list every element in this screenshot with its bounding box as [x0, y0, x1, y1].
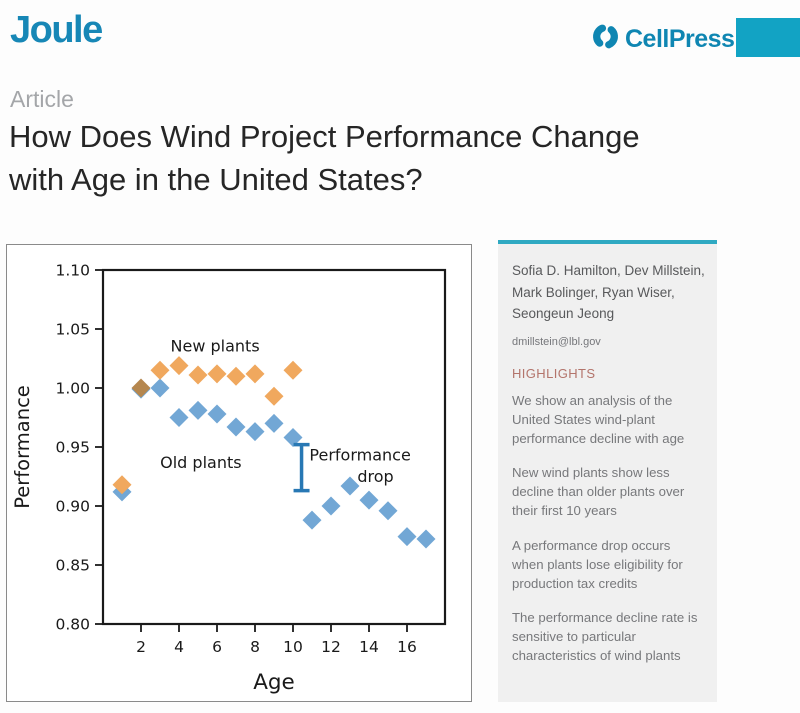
svg-text:1.05: 1.05	[55, 321, 90, 339]
series-label: Old plants	[160, 453, 241, 472]
data-point-diamond	[169, 356, 189, 376]
data-point-diamond	[340, 476, 360, 496]
highlight-item: We show an analysis of the United States…	[512, 392, 685, 447]
svg-text:0.85: 0.85	[55, 557, 90, 575]
cellpress-logo: CellPress	[592, 23, 735, 55]
svg-text:0.80: 0.80	[55, 616, 90, 634]
article-title: How Does Wind Project Performance Change…	[9, 116, 779, 202]
corner-color-block	[736, 18, 800, 57]
article-title-line2: with Age in the United States?	[9, 161, 423, 197]
graphical-abstract-panel: 0.80 0.85 0.90 0.95 1.00 1.05 1.10 2 4 6 8 10 12 14 16…	[6, 244, 472, 702]
data-point-diamond	[150, 378, 170, 398]
svg-text:Age: Age	[253, 670, 295, 695]
data-point-diamond	[397, 527, 417, 547]
data-point-diamond	[416, 529, 436, 549]
series-new-plants	[112, 356, 303, 495]
performance-drop-annotation: Performance drop	[293, 442, 411, 493]
highlight-item: A performance drop occurs when plants lo…	[512, 537, 683, 591]
data-point-diamond	[207, 364, 227, 384]
svg-text:0.90: 0.90	[55, 498, 90, 516]
svg-text:0.95: 0.95	[55, 439, 90, 457]
svg-text:16: 16	[397, 638, 417, 656]
article-info-sidebar: Sofia D. Hamilton, Dev Millstein, Mark B…	[498, 240, 717, 702]
cellpress-swirl-icon	[592, 23, 619, 55]
performance-chart-svg: 0.80 0.85 0.90 0.95 1.00 1.05 1.10 2 4 6 8 10 12 14 16…	[11, 262, 447, 695]
svg-text:1.10: 1.10	[55, 262, 90, 280]
article-kicker: Article	[10, 86, 74, 112]
data-point-diamond	[226, 417, 246, 437]
data-point-diamond	[245, 422, 265, 442]
data-point-diamond	[112, 475, 132, 495]
highlight-item: New wind plants show less decline than o…	[512, 465, 685, 519]
svg-text:4: 4	[174, 638, 184, 656]
article-title-line1: How Does Wind Project Performance Change	[9, 119, 640, 154]
annotation-text: drop	[357, 467, 393, 486]
data-point-diamond	[169, 408, 189, 427]
data-point-diamond	[207, 404, 227, 424]
svg-text:12: 12	[321, 638, 341, 656]
data-point-diamond	[264, 413, 284, 433]
highlights-heading: HIGHLIGHTS	[512, 365, 596, 381]
chart-axes: 0.80 0.85 0.90 0.95 1.00 1.05 1.10 2 4 6 8 10 12 14 16…	[11, 262, 447, 695]
data-point-diamond	[245, 364, 265, 384]
svg-text:14: 14	[359, 638, 379, 656]
data-point-diamond	[283, 360, 303, 380]
series-label: New plants	[171, 336, 260, 355]
svg-text:8: 8	[250, 638, 260, 656]
svg-text:Performance: Performance	[11, 385, 34, 509]
data-point-diamond	[226, 366, 246, 386]
highlight-item: The performance decline rate is sensitiv…	[512, 610, 698, 664]
author-list: Sofia D. Hamilton, Dev Millstein, Mark B…	[512, 263, 705, 322]
svg-text:1.00: 1.00	[55, 380, 90, 398]
data-point-diamond	[131, 378, 151, 398]
data-point-diamond	[321, 496, 341, 516]
data-point-diamond	[283, 428, 303, 448]
data-point-diamond	[302, 510, 322, 530]
data-point-diamond	[188, 365, 208, 385]
cellpress-wordmark: CellPress	[625, 24, 735, 53]
data-point-diamond	[188, 400, 208, 420]
data-point-diamond	[359, 490, 379, 510]
svg-text:10: 10	[283, 638, 303, 656]
correspondence-email-link[interactable]: dmillstein@lbl.gov	[512, 335, 601, 348]
data-point-diamond	[150, 360, 170, 380]
joule-journal-logo: Joule	[10, 9, 103, 51]
data-point-diamond	[378, 501, 398, 521]
svg-text:6: 6	[212, 638, 222, 656]
data-point-diamond	[264, 386, 284, 406]
svg-text:2: 2	[136, 638, 146, 656]
annotation-text: Performance	[309, 446, 410, 465]
